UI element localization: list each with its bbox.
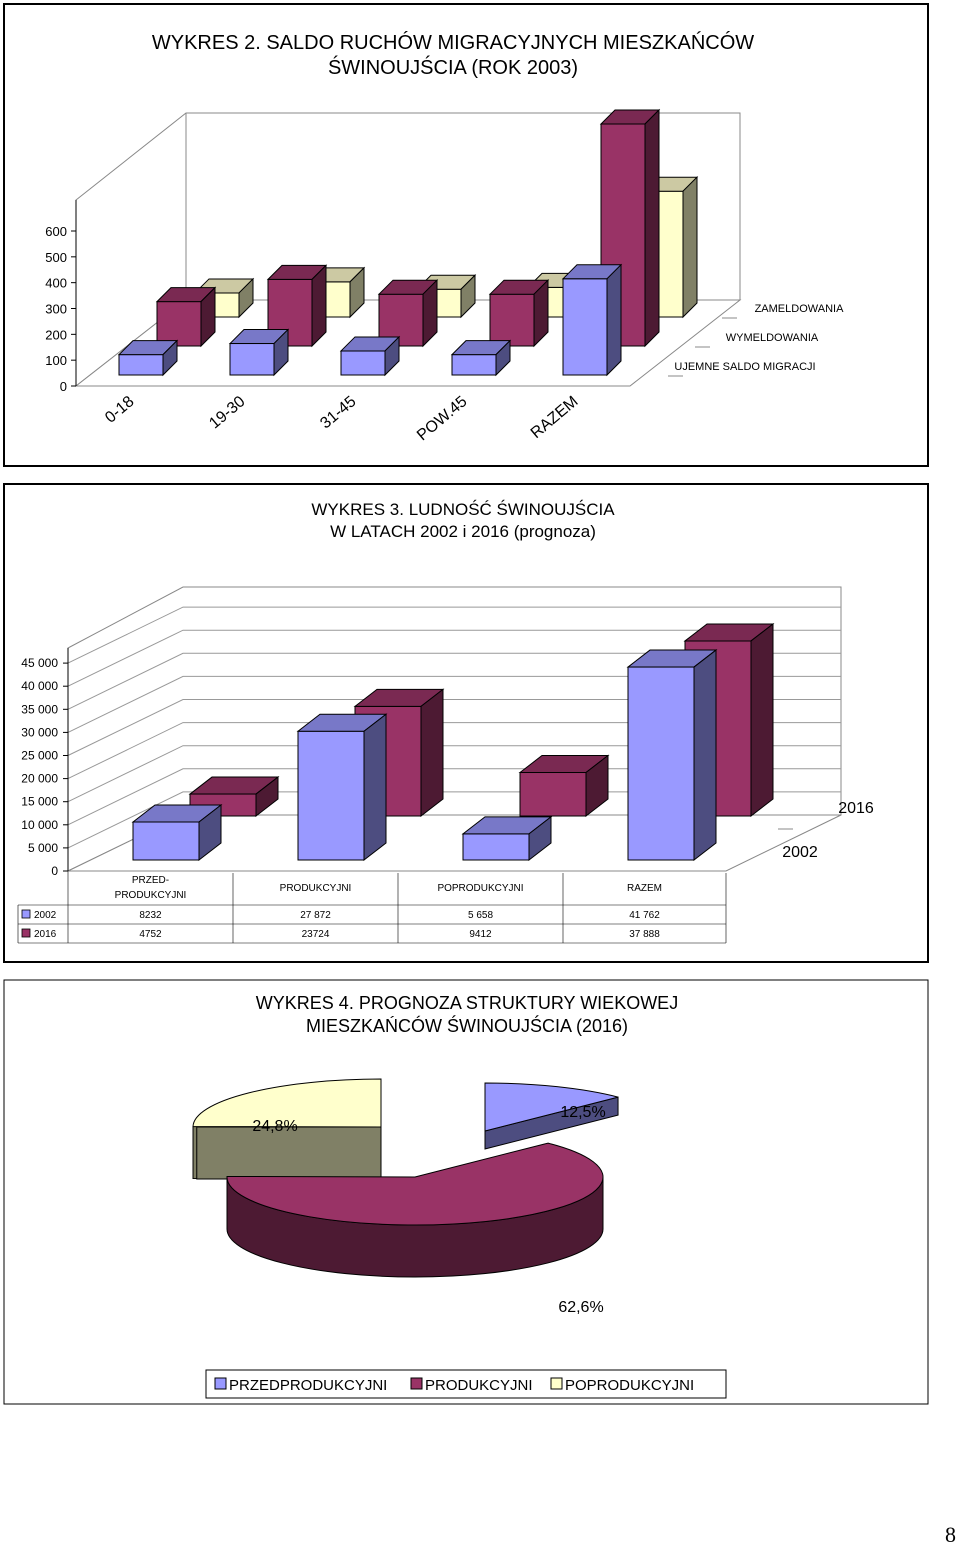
bar-2002-0 — [131, 803, 223, 862]
table-cell: 27 872 — [300, 910, 331, 921]
bar-wymeldowania-31-45 — [377, 278, 439, 348]
y-tick-label: 35 000 — [21, 702, 58, 716]
legend-label: POPRODUKCYJNI — [565, 1377, 694, 1394]
bars — [117, 108, 699, 377]
table-cell: 4752 — [139, 929, 162, 940]
series-label: UJEMNE SALDO MIGRACJI — [674, 361, 815, 373]
y-tick-label: 500 — [45, 250, 67, 265]
table-cell: 9412 — [469, 929, 492, 940]
legend-label: PRODUKCYJNI — [425, 1377, 533, 1394]
y-tick-label: 45 000 — [21, 656, 58, 670]
legend-swatch — [410, 1377, 423, 1390]
table-cell: 37 888 — [629, 929, 660, 940]
category-label: PRODUKCYJNI — [280, 883, 352, 894]
y-tick-label: 10 000 — [21, 818, 58, 832]
chart-title-line-1: WYKRES 3. LUDNOŚĆ ŚWINOUJŚCIA — [311, 500, 615, 519]
slice-label: 24,8% — [252, 1118, 297, 1135]
y-tick-label: 400 — [45, 276, 67, 291]
slice-top — [484, 1082, 619, 1132]
y-tick-label: 5 000 — [28, 841, 58, 855]
pie — [192, 1078, 619, 1278]
legend-label: PRZEDPRODUKCYJNI — [229, 1377, 387, 1394]
slice-top — [226, 1142, 604, 1226]
category-label: POPRODUKCYJNI — [437, 883, 523, 894]
table-cell: 41 762 — [629, 910, 660, 921]
bars — [131, 622, 775, 862]
bar-wymeldowania-pow.45 — [488, 278, 550, 348]
slice-poprodukcyjni — [192, 1078, 382, 1180]
chart-title-line-2: ŚWINOUJŚCIA (ROK 2003) — [328, 55, 578, 79]
chart-panel-wykres-3: WYKRES 3. LUDNOŚĆ ŚWINOUJŚCIA W LATACH 2… — [3, 483, 931, 965]
bar-2002-2 — [461, 815, 553, 862]
bar-ujemne-saldo-migracji-0-18 — [117, 339, 179, 377]
y-tick-label: 25 000 — [21, 749, 58, 763]
depth-label: 2016 — [838, 800, 874, 817]
chart-wykres-2: WYKRES 2. SALDO RUCHÓW MIGRACYJNYCH MIES… — [3, 3, 929, 467]
bar-ujemne-saldo-migracji-19-30 — [228, 328, 290, 377]
y-tick-label: 0 — [51, 864, 58, 878]
bar-ujemne-saldo-migracji-31-45 — [339, 335, 401, 377]
table-row-label: 2016 — [34, 929, 57, 940]
legend-swatch — [21, 928, 31, 938]
table-cell: 5 658 — [468, 910, 493, 921]
chart-wykres-4: WYKRES 4. PROGNOZA STRUKTURY WIEKOWEJ MI… — [3, 979, 929, 1405]
legend: PRZEDPRODUKCYJNI PRODUKCYJNI POPRODUKCYJNI — [205, 1369, 727, 1399]
bar-wymeldowania-razem — [599, 108, 661, 348]
series-labels: UJEMNE SALDO MIGRACJI WYMELDOWANIA ZAMELDO… — [668, 303, 844, 377]
category-label: RAZEM — [627, 883, 662, 894]
table-row-label: 2002 — [34, 910, 57, 921]
depth-axis: 2002 2016 — [778, 800, 874, 861]
y-tick-label: 100 — [45, 353, 67, 368]
legend-swatch — [214, 1377, 227, 1390]
slice-label: 12,5% — [560, 1104, 605, 1121]
gridlines — [67, 606, 841, 849]
bar-2002-1 — [296, 713, 388, 862]
bar-ujemne-saldo-migracji-razem — [561, 263, 623, 377]
data-table: PRZED- PRODUKCYJNI PRODUKCYJNI POPRODUKCYJN… — [17, 871, 727, 944]
y-axis: 0 5 000 10 000 15 000 20 000 25 000 30 000 35 0… — [21, 656, 68, 878]
y-tick-label: 15 000 — [21, 795, 58, 809]
y-tick-label: 0 — [60, 379, 67, 394]
chart-title-line-2: W LATACH 2002 i 2016 (prognoza) — [330, 522, 596, 541]
bar-2002-3 — [626, 649, 718, 862]
slice-przedprodukcyjni — [484, 1082, 619, 1150]
table-cell: 23724 — [302, 929, 330, 940]
chart-wykres-3: WYKRES 3. LUDNOŚĆ ŚWINOUJŚCIA W LATACH 2… — [3, 483, 929, 963]
y-tick-label: 20 000 — [21, 772, 58, 786]
y-tick-label: 40 000 — [21, 679, 58, 693]
slice-label: 62,6% — [558, 1299, 603, 1316]
bar-wymeldowania-19-30 — [266, 264, 328, 348]
chart-title-line-1: WYKRES 4. PROGNOZA STRUKTURY WIEKOWEJ — [256, 993, 678, 1013]
category-label: PRODUKCYJNI — [115, 890, 187, 901]
chart-panel-wykres-2: WYKRES 2. SALDO RUCHÓW MIGRACYJNYCH MIES… — [3, 3, 931, 469]
chart-title-line-2: MIESZKAŃCÓW ŚWINOUJŚCIA (2016) — [306, 1015, 628, 1036]
chart-title-line-1: WYKRES 2. SALDO RUCHÓW MIGRACYJNYCH MIES… — [152, 31, 754, 54]
y-tick-label: 30 000 — [21, 725, 58, 739]
y-tick-label: 300 — [45, 302, 67, 317]
bar-2016-2 — [518, 754, 610, 818]
y-tick-label: 200 — [45, 327, 67, 342]
depth-label: 2002 — [782, 844, 818, 861]
chart-panel-wykres-4: WYKRES 4. PROGNOZA STRUKTURY WIEKOWEJ MI… — [3, 979, 931, 1407]
series-label: ZAMELDOWANIA — [755, 303, 844, 315]
legend-swatch — [550, 1377, 563, 1390]
page-number: 8 — [945, 1522, 956, 1547]
legend-swatch — [21, 909, 31, 919]
y-axis: 0 100 200 300 400 500 600 — [45, 224, 76, 394]
bar-wymeldowania-0-18 — [155, 286, 217, 348]
y-tick-label: 600 — [45, 224, 67, 239]
category-label: PRZED- — [132, 875, 169, 886]
slice-produkcyjni — [226, 1142, 604, 1278]
series-label: WYMELDOWANIA — [726, 332, 819, 344]
bar-ujemne-saldo-migracji-pow.45 — [450, 339, 512, 377]
slice-labels: 12,5% 62,6% 24,8% — [252, 1104, 605, 1316]
table-cell: 8232 — [139, 910, 162, 921]
slice-top — [192, 1078, 382, 1128]
